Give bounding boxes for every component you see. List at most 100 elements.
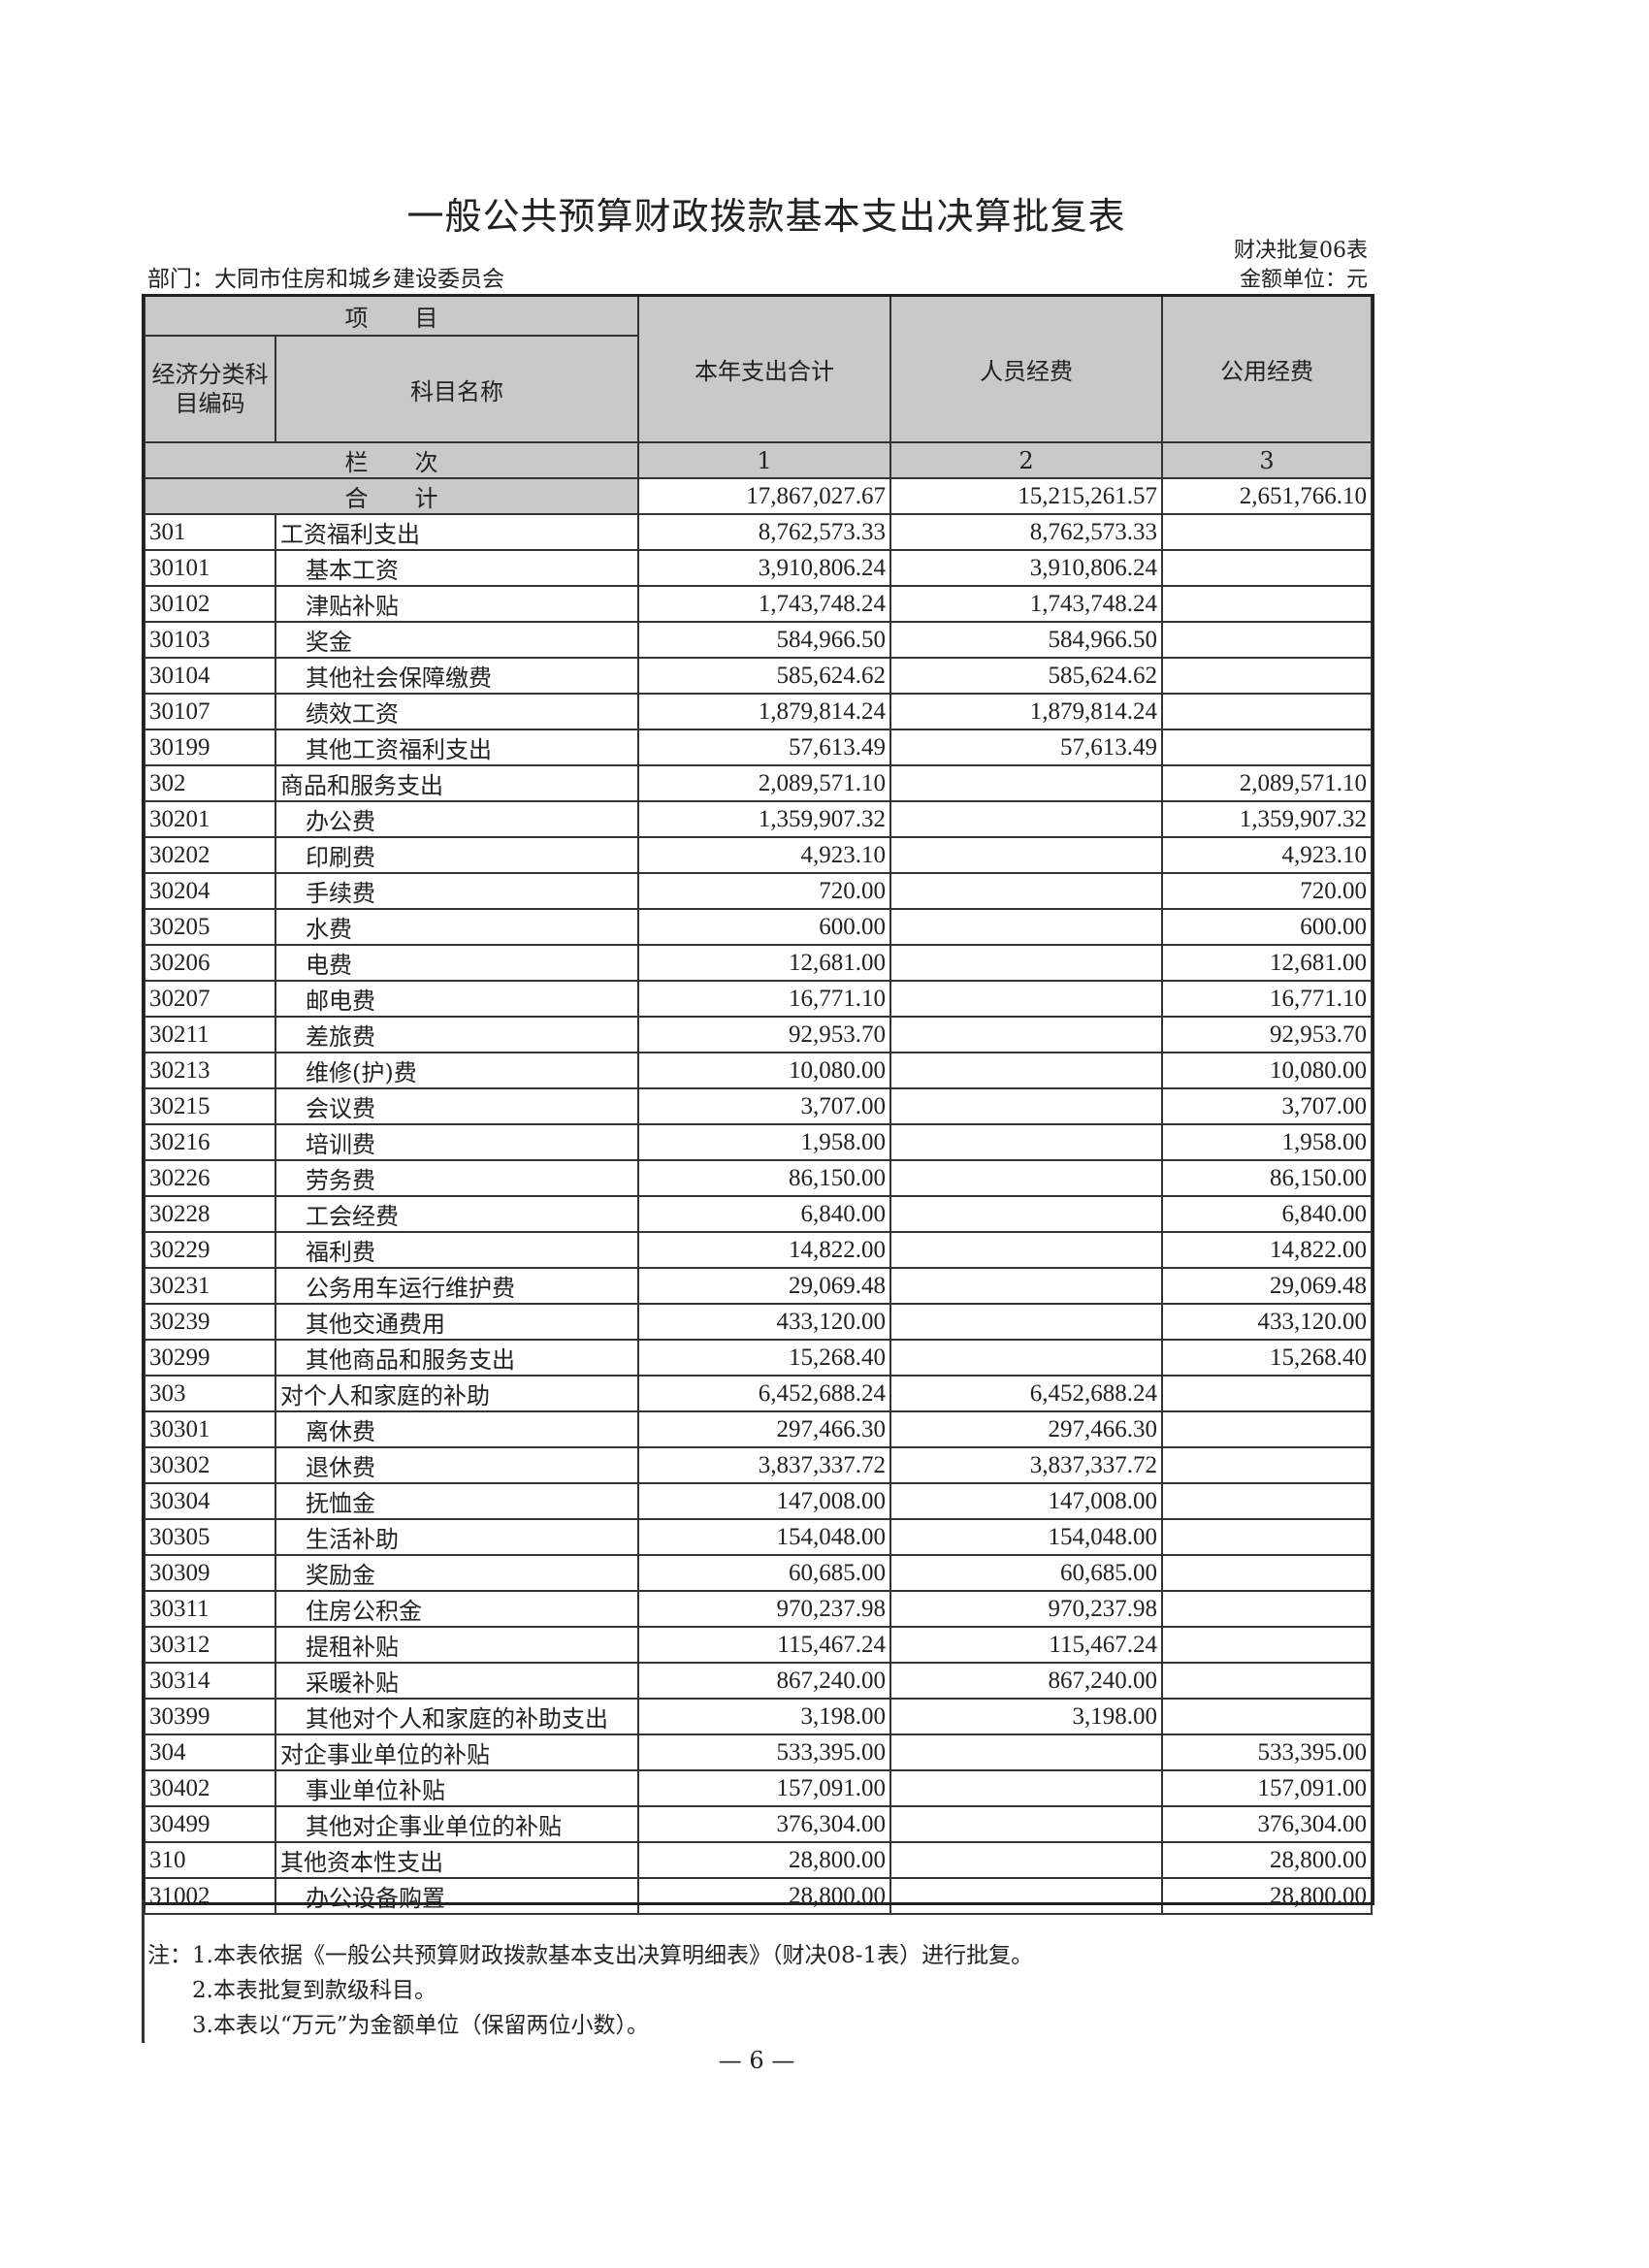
row-name: 其他社会保障缴费 bbox=[275, 657, 639, 695]
row-total: 600.00 bbox=[637, 908, 891, 946]
row-public: 433,120.00 bbox=[1161, 1303, 1373, 1341]
row-name: 印刷费 bbox=[275, 836, 639, 874]
row-code: 310 bbox=[144, 1841, 276, 1879]
row-code: 30213 bbox=[144, 1052, 276, 1089]
row-code: 30302 bbox=[144, 1446, 276, 1484]
table-row: 30304 抚恤金 147,008.00 147,008.00 bbox=[144, 1482, 1373, 1520]
row-personnel: 970,237.98 bbox=[889, 1590, 1163, 1628]
table-row: 30231 公务用车运行维护费 29,069.48 29,069.48 bbox=[144, 1267, 1373, 1305]
notes-left-rule bbox=[142, 1899, 145, 2043]
row-personnel: 1,879,814.24 bbox=[889, 693, 1163, 730]
row-personnel bbox=[889, 1267, 1163, 1305]
department: 部门：大同市住房和城乡建设委员会 bbox=[147, 267, 504, 292]
header-lanci: 栏 次 bbox=[144, 441, 639, 479]
row-total: 29,069.48 bbox=[637, 1267, 891, 1305]
row-code: 30107 bbox=[144, 693, 276, 730]
row-code: 30201 bbox=[144, 800, 276, 838]
row-personnel bbox=[889, 1877, 1163, 1915]
row-name: 退休费 bbox=[275, 1446, 639, 1484]
row-total: 15,268.40 bbox=[637, 1339, 891, 1377]
row-name: 奖励金 bbox=[275, 1554, 639, 1592]
table-row: 30103 奖金 584,966.50 584,966.50 bbox=[144, 621, 1373, 659]
row-name: 劳务费 bbox=[275, 1159, 639, 1197]
row-personnel: 8,762,573.33 bbox=[889, 513, 1163, 551]
row-public bbox=[1161, 1626, 1373, 1664]
total-c3: 2,651,766.10 bbox=[1161, 477, 1373, 515]
header-col1: 本年支出合计 bbox=[637, 294, 891, 443]
row-personnel: 3,198.00 bbox=[889, 1698, 1163, 1735]
table-row: 30216 培训费 1,958.00 1,958.00 bbox=[144, 1123, 1373, 1161]
row-public: 28,800.00 bbox=[1161, 1841, 1373, 1879]
table-row: 30226 劳务费 86,150.00 86,150.00 bbox=[144, 1159, 1373, 1197]
row-public bbox=[1161, 1518, 1373, 1556]
row-personnel bbox=[889, 1159, 1163, 1197]
row-personnel: 3,910,806.24 bbox=[889, 549, 1163, 587]
table-row: 30229 福利费 14,822.00 14,822.00 bbox=[144, 1231, 1373, 1269]
row-name: 奖金 bbox=[275, 621, 639, 659]
row-total: 3,910,806.24 bbox=[637, 549, 891, 587]
row-name: 对个人和家庭的补助 bbox=[275, 1375, 639, 1412]
row-total: 14,822.00 bbox=[637, 1231, 891, 1269]
row-code: 301 bbox=[144, 513, 276, 551]
row-personnel: 154,048.00 bbox=[889, 1518, 1163, 1556]
row-code: 30305 bbox=[144, 1518, 276, 1556]
table-row: 30101 基本工资 3,910,806.24 3,910,806.24 bbox=[144, 549, 1373, 587]
row-code: 30102 bbox=[144, 585, 276, 623]
row-name: 抚恤金 bbox=[275, 1482, 639, 1520]
row-total: 1,879,814.24 bbox=[637, 693, 891, 730]
row-code: 304 bbox=[144, 1733, 276, 1771]
table-row: 30302 退休费 3,837,337.72 3,837,337.72 bbox=[144, 1446, 1373, 1484]
row-personnel: 867,240.00 bbox=[889, 1662, 1163, 1700]
row-code: 30216 bbox=[144, 1123, 276, 1161]
row-name: 其他工资福利支出 bbox=[275, 729, 639, 766]
row-name: 事业单位补贴 bbox=[275, 1769, 639, 1807]
row-total: 3,837,337.72 bbox=[637, 1446, 891, 1484]
row-public: 16,771.10 bbox=[1161, 980, 1373, 1018]
row-total: 433,120.00 bbox=[637, 1303, 891, 1341]
total-row: 合 计 17,867,027.67 15,215,261.57 2,651,76… bbox=[144, 477, 1373, 515]
row-total: 533,395.00 bbox=[637, 1733, 891, 1771]
row-code: 30229 bbox=[144, 1231, 276, 1269]
row-total: 157,091.00 bbox=[637, 1769, 891, 1807]
row-public: 15,268.40 bbox=[1161, 1339, 1373, 1377]
row-personnel bbox=[889, 836, 1163, 874]
row-public: 92,953.70 bbox=[1161, 1016, 1373, 1053]
table-row: 30228 工会经费 6,840.00 6,840.00 bbox=[144, 1195, 1373, 1233]
row-public: 12,681.00 bbox=[1161, 944, 1373, 982]
row-code: 30402 bbox=[144, 1769, 276, 1807]
row-code: 30226 bbox=[144, 1159, 276, 1197]
row-personnel: 115,467.24 bbox=[889, 1626, 1163, 1664]
page-title: 一般公共预算财政拨款基本支出决算批复表 bbox=[406, 195, 1126, 238]
row-public bbox=[1161, 1554, 1373, 1592]
row-personnel bbox=[889, 872, 1163, 910]
row-name: 手续费 bbox=[275, 872, 639, 910]
row-total: 6,840.00 bbox=[637, 1195, 891, 1233]
header-col3: 公用经费 bbox=[1161, 294, 1373, 443]
table-row: 30213 维修(护)费 10,080.00 10,080.00 bbox=[144, 1052, 1373, 1089]
col-number-3: 3 bbox=[1161, 441, 1373, 479]
table-row: 30206 电费 12,681.00 12,681.00 bbox=[144, 944, 1373, 982]
table-row: 30207 邮电费 16,771.10 16,771.10 bbox=[144, 980, 1373, 1018]
total-c1: 17,867,027.67 bbox=[637, 477, 891, 515]
row-public: 6,840.00 bbox=[1161, 1195, 1373, 1233]
row-public: 2,089,571.10 bbox=[1161, 764, 1373, 802]
row-name: 邮电费 bbox=[275, 980, 639, 1018]
row-total: 2,089,571.10 bbox=[637, 764, 891, 802]
row-public bbox=[1161, 1482, 1373, 1520]
row-personnel bbox=[889, 1339, 1163, 1377]
row-code: 30309 bbox=[144, 1554, 276, 1592]
row-total: 12,681.00 bbox=[637, 944, 891, 982]
note-1: 注：1.本表依据《一般公共预算财政拨款基本支出决算明细表》（财决08-1表）进行… bbox=[147, 1943, 1034, 1968]
row-total: 297,466.30 bbox=[637, 1410, 891, 1448]
row-code: 30215 bbox=[144, 1087, 276, 1125]
row-public bbox=[1161, 657, 1373, 695]
row-code: 30228 bbox=[144, 1195, 276, 1233]
row-public: 376,304.00 bbox=[1161, 1805, 1373, 1843]
row-personnel bbox=[889, 1195, 1163, 1233]
row-public bbox=[1161, 693, 1373, 730]
row-total: 1,359,907.32 bbox=[637, 800, 891, 838]
row-total: 154,048.00 bbox=[637, 1518, 891, 1556]
table-code: 财决批复06表 bbox=[1234, 239, 1368, 263]
row-public bbox=[1161, 1662, 1373, 1700]
row-name: 其他对个人和家庭的补助支出 bbox=[275, 1698, 639, 1735]
